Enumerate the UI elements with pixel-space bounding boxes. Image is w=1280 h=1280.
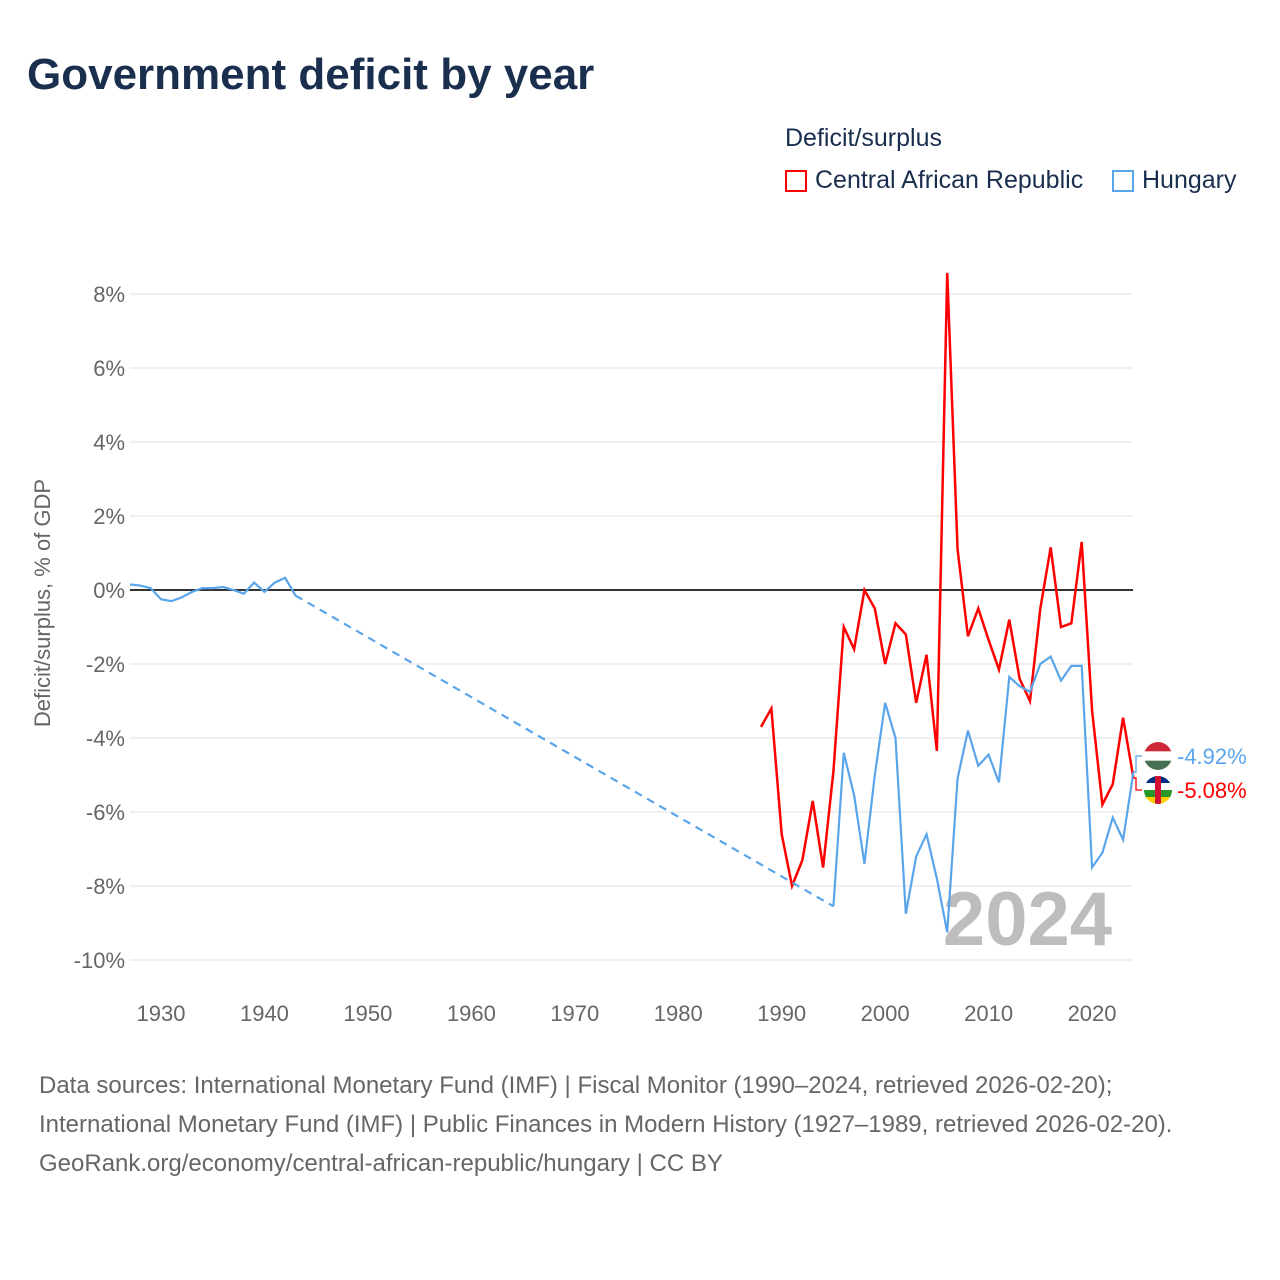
y-tick-label: -2% [86, 652, 125, 677]
hungary-flag-icon [1144, 742, 1172, 770]
legend-label: Central African Republic [815, 166, 1084, 194]
y-axis-label: Deficit/surplus, % of GDP [30, 479, 55, 727]
series-line-1 [129, 576, 297, 603]
x-tick-label: 1970 [550, 1001, 599, 1026]
x-tick-label: 2020 [1068, 1001, 1117, 1026]
x-tick-label: 1950 [343, 1001, 392, 1026]
credit-link[interactable]: GeoRank.org/economy/central-african-repu… [39, 1150, 723, 1177]
series-line-0 [759, 272, 1135, 891]
y-tick-label: -10% [74, 948, 125, 973]
legend-item-hungary[interactable]: Hungary [1112, 166, 1237, 195]
y-tick-label: 6% [93, 356, 125, 381]
footer: Data sources: International Monetary Fun… [39, 1066, 1239, 1183]
y-tick-label: 0% [93, 578, 125, 603]
legend-swatch [1112, 169, 1134, 192]
line-chart: 2024 8% 6% 4% 2% 0% -2% -4% -6% -8% -10% 1930 1940 19… [30, 272, 1247, 1026]
series-gap-line-1 [294, 594, 834, 908]
data-sources: Data sources: International Monetary Fun… [39, 1072, 1173, 1138]
x-tick-label: 1940 [240, 1001, 289, 1026]
chart-title: Government deficit by year [27, 50, 595, 99]
legend-label: Hungary [1142, 166, 1237, 194]
x-tick-label: 1990 [757, 1001, 806, 1026]
y-tick-label: 4% [93, 430, 125, 455]
end-label-connector [1133, 755, 1142, 773]
x-tick-label: 1960 [447, 1001, 496, 1026]
y-tick-label: 2% [93, 504, 125, 529]
x-tick-label: 1980 [654, 1001, 703, 1026]
y-tick-label: -8% [86, 874, 125, 899]
legend-item-car[interactable]: Central African Republic [785, 166, 1083, 195]
series-line-1 [832, 654, 1135, 933]
x-tick-label: 1930 [137, 1001, 186, 1026]
x-tick-label: 2010 [964, 1001, 1013, 1026]
legend-swatch [785, 169, 807, 192]
legend-title: Deficit/surplus [785, 124, 942, 152]
end-value-label: -5.08% [1177, 778, 1247, 803]
y-tick-label: 8% [93, 282, 125, 307]
year-watermark: 2024 [943, 877, 1112, 962]
y-tick-label: -4% [86, 726, 125, 751]
car-flag-icon [1144, 776, 1172, 804]
end-label-connector [1133, 777, 1142, 791]
x-tick-label: 2000 [861, 1001, 910, 1026]
y-tick-label: -6% [86, 800, 125, 825]
end-value-label: -4.92% [1177, 744, 1247, 769]
